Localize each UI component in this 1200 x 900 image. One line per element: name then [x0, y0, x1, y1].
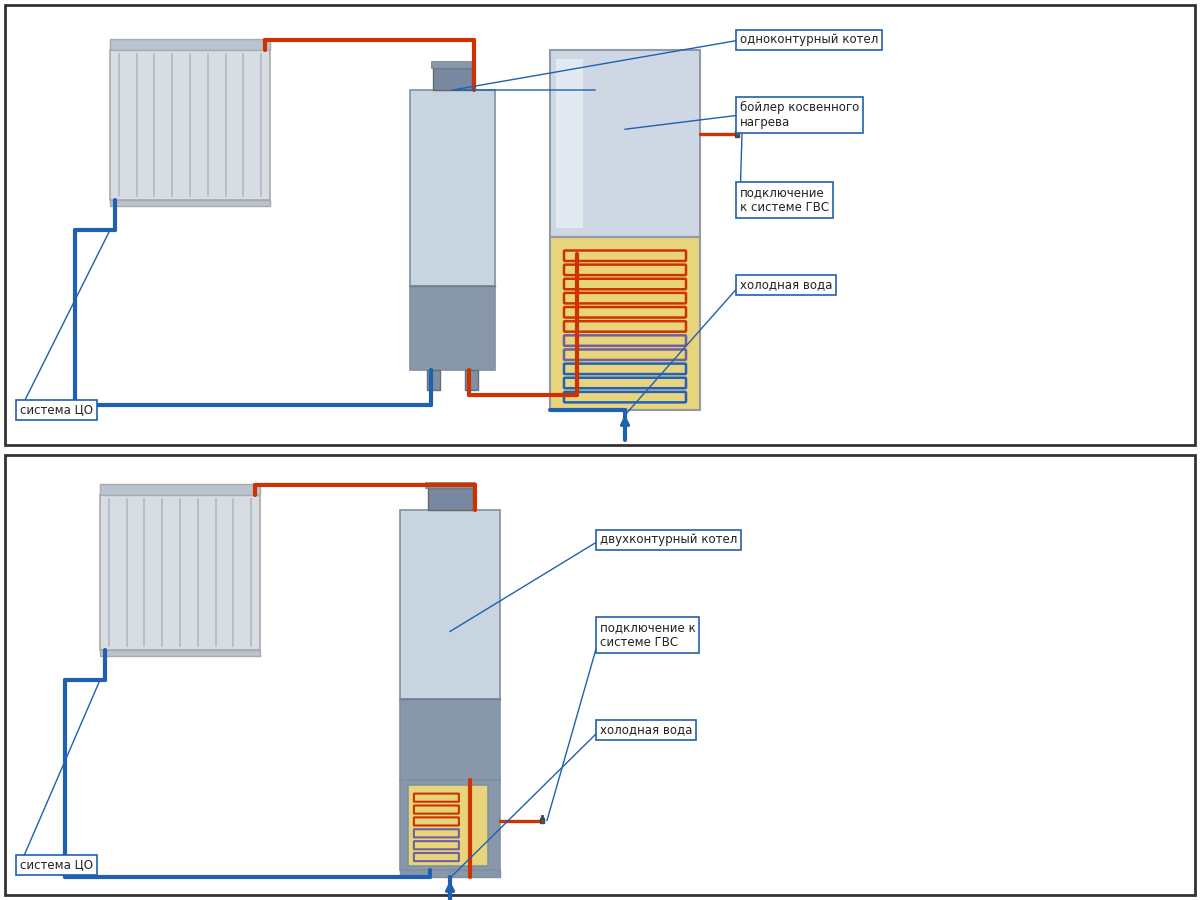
Bar	[540, 818, 544, 824]
Bar	[400, 510, 500, 699]
Text: система ЦО: система ЦО	[20, 403, 94, 417]
Bar	[110, 50, 270, 200]
Bar	[408, 785, 488, 866]
Bar	[410, 286, 494, 370]
Text: бойлер косвенного
нагрева: бойлер косвенного нагрева	[740, 101, 859, 129]
Bar	[433, 68, 472, 90]
Bar	[431, 60, 474, 68]
Bar	[466, 780, 480, 799]
Text: подключение
к системе ГВС: подключение к системе ГВС	[740, 186, 829, 214]
Bar	[400, 870, 500, 877]
Text: холодная вода: холодная вода	[600, 724, 692, 736]
Bar	[427, 370, 439, 390]
Bar	[400, 699, 500, 780]
Bar	[100, 650, 260, 656]
Text: одноконтурный котел: одноконтурный котел	[740, 33, 878, 47]
Text: система ЦО: система ЦО	[20, 859, 94, 871]
Bar	[420, 780, 436, 799]
Bar	[550, 238, 700, 410]
Bar	[556, 59, 583, 228]
Bar	[734, 131, 739, 137]
Text: двухконтурный котел: двухконтурный котел	[600, 534, 737, 546]
Bar	[400, 780, 500, 870]
Bar	[110, 200, 270, 206]
Bar	[427, 489, 473, 510]
Text: холодная вода: холодная вода	[740, 278, 833, 292]
Bar	[425, 482, 475, 489]
Bar	[550, 50, 700, 238]
Bar	[110, 40, 270, 50]
Bar	[410, 90, 494, 286]
Text: подключение к
системе ГВС: подключение к системе ГВС	[600, 621, 696, 649]
Bar	[100, 484, 260, 495]
Bar	[100, 495, 260, 650]
Bar	[466, 370, 478, 390]
